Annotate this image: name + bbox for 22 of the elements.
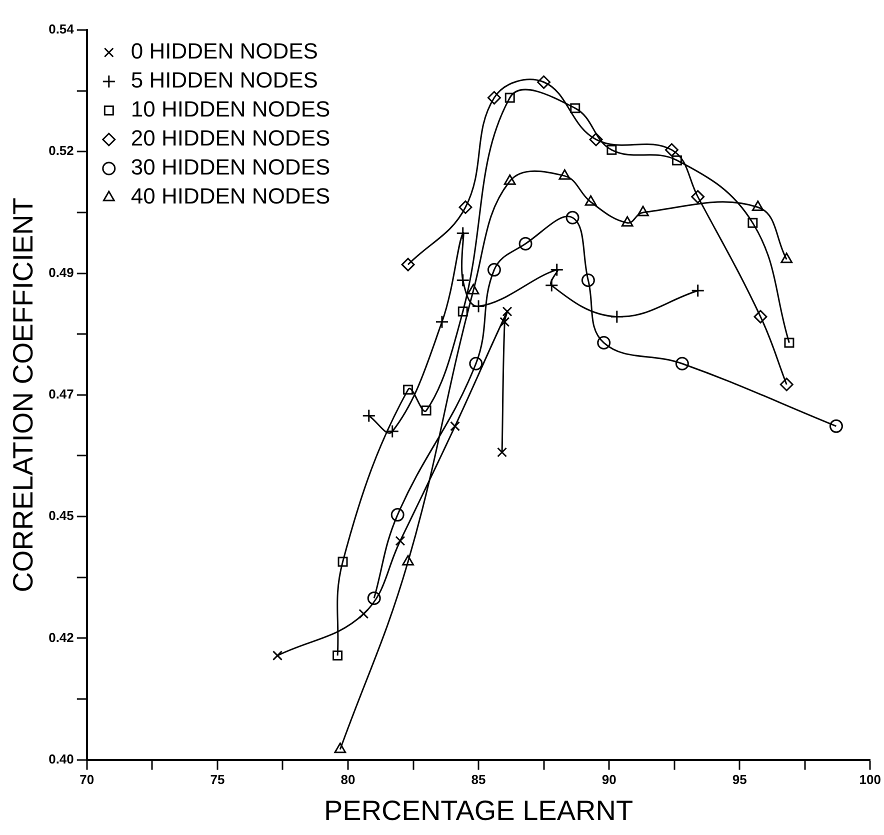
y-tick-label: 0.40 [48, 751, 74, 766]
legend-label: 40 HIDDEN NODES [130, 184, 330, 209]
x-tick-label: 100 [859, 772, 882, 788]
y-tick-label: 0.49 [48, 264, 74, 280]
legend-label: 0 HIDDEN NODES [130, 38, 318, 64]
y-tick-label: 0.52 [48, 143, 74, 158]
x-tick-label: 80 [340, 772, 356, 788]
legend-label: 20 HIDDEN NODES [130, 126, 330, 151]
y-tick-label: 0.47 [48, 386, 74, 402]
x-tick-label: 70 [80, 772, 94, 788]
legend-label: 5 HIDDEN NODES [130, 68, 318, 93]
legend-label: 10 HIDDEN NODES [130, 96, 330, 122]
x-tick-label: 90 [602, 772, 616, 788]
x-tick-label: 85 [471, 772, 486, 788]
y-axis-title: CORRELATION COEFFICIENT [8, 198, 39, 592]
x-tick-label: 95 [732, 772, 747, 788]
legend-label: 30 HIDDEN NODES [130, 154, 330, 180]
x-tick-label: 75 [210, 772, 225, 788]
y-tick-label: 0.54 [48, 22, 75, 37]
x-axis-title: PERCENTAGE LEARNT [324, 794, 634, 826]
y-tick-label: 0.42 [48, 630, 74, 645]
y-tick-label: 0.45 [48, 508, 74, 524]
